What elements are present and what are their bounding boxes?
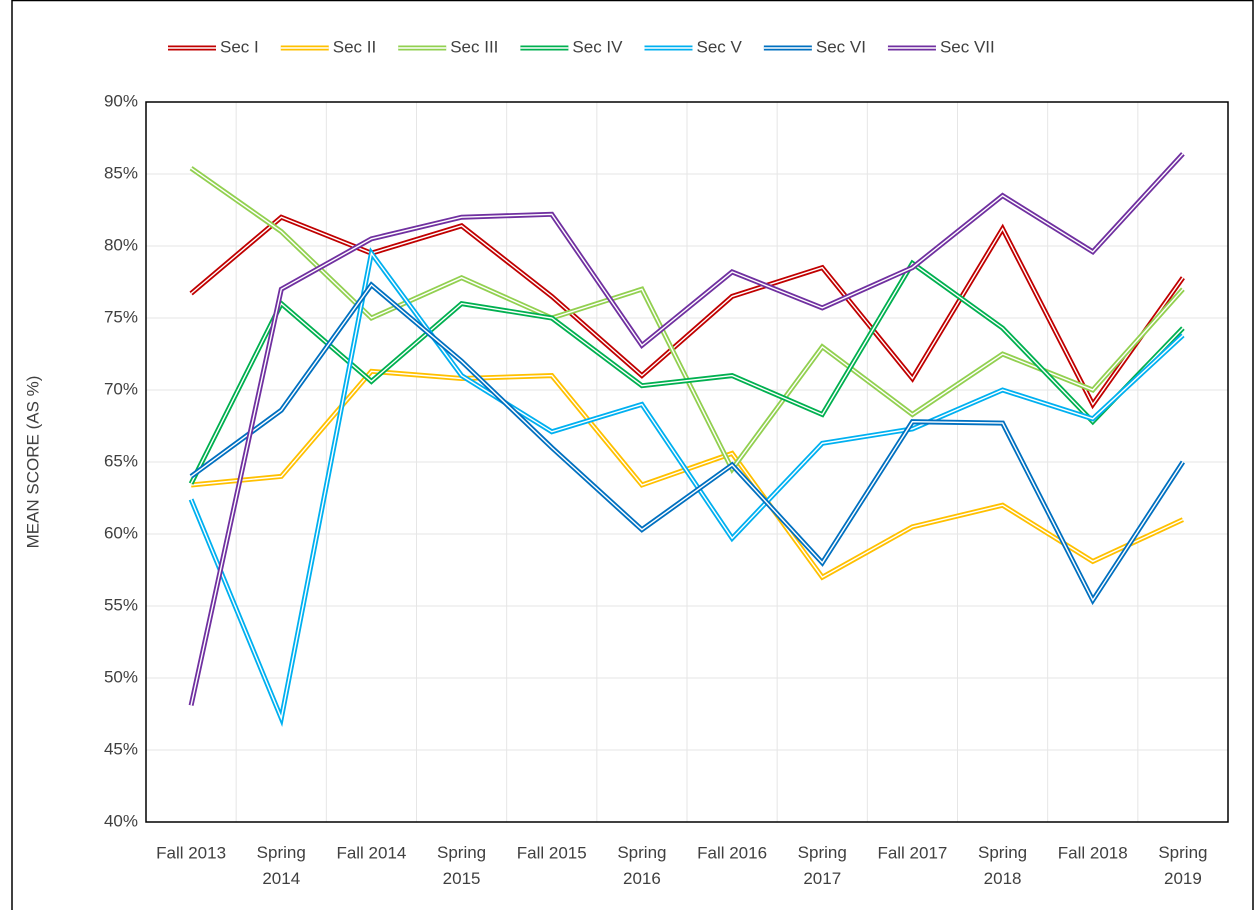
legend-label: Sec III: [450, 37, 498, 56]
x-tick-label: Spring 2017: [798, 843, 847, 888]
y-tick-label: 45%: [104, 739, 138, 758]
x-tick-label: Spring 2019: [1158, 843, 1207, 888]
x-tick-label: Fall 2017: [877, 843, 947, 862]
legend-label: Sec VII: [940, 37, 995, 56]
y-tick-label: 55%: [104, 595, 138, 614]
legend-label: Sec V: [697, 37, 743, 56]
series-line-inner: [190, 153, 1184, 706]
chart-frame: [11, 0, 1254, 910]
legend-label: Sec VI: [816, 37, 866, 56]
plot-area: [145, 101, 1229, 823]
x-tick-label: Fall 2018: [1058, 843, 1128, 862]
x-tick-label: Spring 2015: [437, 843, 486, 888]
y-tick-label: 85%: [104, 163, 138, 182]
x-tick-label: Fall 2015: [517, 843, 587, 862]
x-tick-label: Fall 2014: [336, 843, 406, 862]
series-line-inner: [190, 262, 1184, 484]
x-tick-label: Fall 2016: [697, 843, 767, 862]
y-axis-label: MEAN SCORE (AS %): [23, 376, 42, 549]
legend-label: Sec II: [333, 37, 376, 56]
x-tick-label: Fall 2013: [156, 843, 226, 862]
x-tick-label: Spring 2016: [617, 843, 666, 888]
y-tick-label: 60%: [104, 523, 138, 542]
x-tick-label: Spring 2018: [978, 843, 1027, 888]
x-tick-label: Spring 2014: [257, 843, 306, 888]
series-line-inner: [190, 283, 1184, 602]
y-tick-label: 80%: [104, 235, 138, 254]
y-tick-label: 70%: [104, 379, 138, 398]
y-tick-label: 65%: [104, 451, 138, 470]
legend-label: Sec IV: [572, 37, 623, 56]
series-line-inner: [190, 251, 1184, 721]
y-tick-label: 50%: [104, 667, 138, 686]
y-tick-label: 90%: [104, 91, 138, 110]
y-tick-label: 40%: [104, 811, 138, 830]
y-tick-label: 75%: [104, 307, 138, 326]
legend-label: Sec I: [220, 37, 259, 56]
